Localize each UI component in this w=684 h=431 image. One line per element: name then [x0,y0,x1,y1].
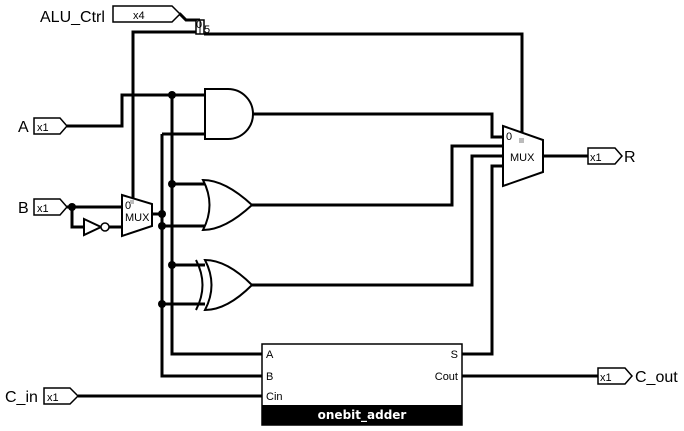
pin-alu-ctrl[interactable]: ALU_Ctrl x4 [40,5,182,26]
adder-port-b: B [266,371,273,383]
pin-width: x1 [590,152,602,164]
junction-dots [68,91,176,308]
pin-width: x1 [600,372,612,384]
splitter[interactable]: 0 5 [195,19,210,36]
mux-sel0-label: 0 [125,200,131,212]
pin-label: R [624,149,636,166]
mux-sel0-label: 0 [506,131,512,143]
pin-width: x1 [47,392,59,404]
xor-gate[interactable] [195,258,254,312]
splitter-bit-label: 5 [204,24,210,36]
and-gate[interactable] [204,88,254,140]
pin-b[interactable]: B x1 [18,198,68,217]
pin-label: A [18,119,29,136]
mux-r[interactable]: 0 MUX [502,124,544,188]
pin-width: x1 [37,122,49,134]
adder-port-cout: Cout [435,371,458,383]
mux-b[interactable]: 0 MUX [121,193,153,238]
onebit-adder[interactable]: A B Cin S Cout onebit_adder [261,343,463,426]
pin-c-in[interactable]: C_in x1 [5,387,80,406]
pin-r[interactable]: x1 R [587,147,636,166]
pin-label: ALU_Ctrl [40,9,105,26]
adder-title: onebit_adder [318,408,407,423]
mux-label: MUX [125,212,150,224]
pin-width: x4 [133,10,145,22]
pin-a[interactable]: A x1 [18,117,68,136]
or-gate[interactable] [201,178,254,232]
not-gate[interactable] [83,217,110,237]
mux-label: MUX [510,152,535,164]
pin-label: B [18,200,29,217]
adder-port-s: S [451,349,458,361]
pin-label: C_in [5,389,38,406]
adder-port-cin: Cin [266,391,283,403]
pin-width: x1 [37,203,49,215]
pin-c-out[interactable]: x1 C_out [597,367,678,386]
pin-label: C_out [635,369,678,386]
splitter-bit-label: 0 [196,19,202,31]
wires [67,12,598,398]
adder-port-a: A [266,349,274,361]
